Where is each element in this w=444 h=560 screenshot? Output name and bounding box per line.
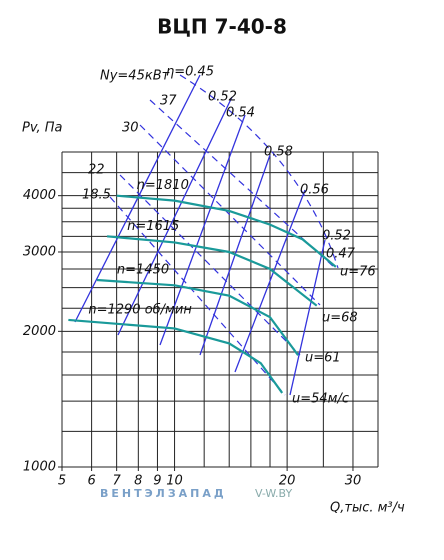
- annotation: 0.58: [264, 145, 293, 160]
- chart-title: ВЦП 7-40-8: [157, 15, 287, 39]
- series-label: n=1615: [127, 219, 179, 234]
- fan-lines: [74, 74, 339, 396]
- annotation: 0.56: [300, 183, 329, 198]
- x-tick-label: 7: [112, 474, 121, 489]
- annotation: 0.54: [226, 106, 255, 121]
- x-tick-label: 9: [153, 474, 161, 489]
- annotation: u=76: [340, 265, 376, 280]
- fan-curve: [116, 194, 337, 268]
- y-tick-label: 3000: [23, 244, 56, 259]
- annotation: 0.52: [322, 229, 351, 244]
- x-tick-label: 6: [87, 474, 95, 489]
- series-label: n=1810: [137, 178, 189, 193]
- x-tick-label: 5: [58, 474, 66, 489]
- watermark: V-W.BY: [255, 487, 292, 500]
- grid: [61, 151, 379, 468]
- fan-curve: [68, 318, 284, 394]
- series-label: n=1450: [117, 262, 169, 277]
- annotation: 30: [122, 121, 139, 136]
- series-label: n=1290 об/мин: [88, 302, 192, 317]
- watermark: ВЕНТЭЛЗАПАД: [100, 487, 227, 500]
- y-tick-label: 2000: [23, 324, 56, 339]
- x-axis-label: Q,тыс. м³/ч: [330, 501, 405, 516]
- annotation: 0.47: [326, 247, 356, 262]
- x-tick-label: 20: [279, 474, 296, 489]
- annotation: u=54м/с: [292, 392, 349, 407]
- fan-curve: [96, 278, 299, 356]
- annotation: 0.52: [208, 90, 237, 105]
- annotation: 22: [88, 163, 105, 178]
- x-tick-label: 8: [134, 474, 142, 489]
- y-axis-label: Pv, Па: [22, 121, 63, 136]
- annotation: 37: [160, 94, 177, 109]
- x-tick-label: 30: [345, 474, 362, 489]
- annotation: η=0.45: [166, 65, 214, 80]
- y-tick-label: 4000: [23, 188, 56, 203]
- annotation: Ny=45кВт: [100, 69, 170, 84]
- y-tick-label: 1000: [23, 460, 56, 475]
- annotation: u=68: [322, 311, 358, 326]
- annotation: 18.5: [82, 188, 111, 203]
- x-tick-label: 10: [166, 474, 183, 489]
- fan-curve: [106, 235, 318, 307]
- annotation: u=61: [305, 351, 341, 366]
